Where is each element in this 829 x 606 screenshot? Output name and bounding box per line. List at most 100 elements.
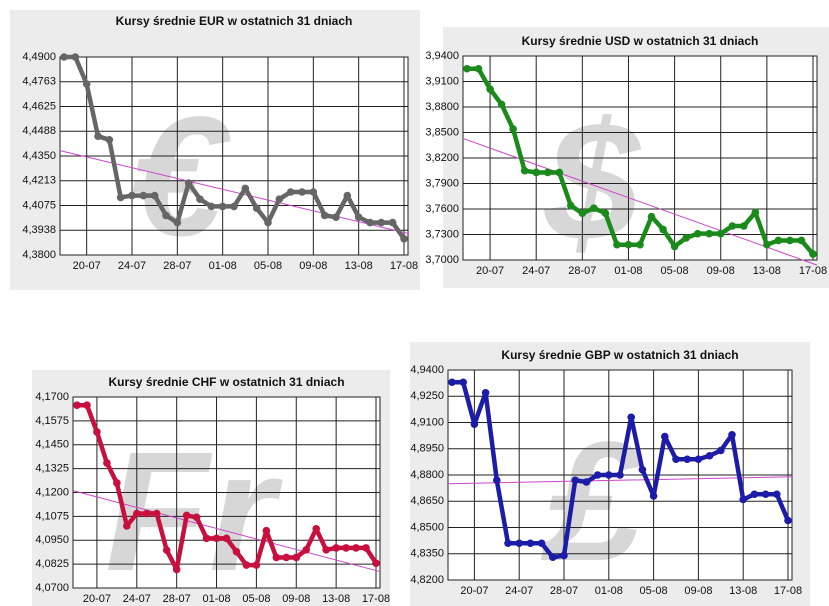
- data-point: [272, 553, 281, 562]
- y-tick-label: 4,9100: [410, 416, 444, 428]
- x-tick-label: 01-08: [614, 265, 642, 277]
- data-point: [809, 250, 817, 258]
- x-tick-label: 13-08: [345, 260, 373, 272]
- x-tick-label: 05-08: [242, 593, 270, 605]
- data-point: [218, 202, 227, 211]
- data-point: [763, 240, 771, 249]
- data-point: [94, 132, 102, 140]
- data-point: [222, 534, 231, 543]
- data-point: [649, 492, 658, 500]
- y-tick-label: 4,4900: [22, 51, 56, 63]
- y-tick-label: 4,3800: [22, 249, 56, 261]
- data-point: [354, 213, 363, 221]
- x-tick-label: 13-08: [729, 585, 757, 597]
- x-tick-label: 20-07: [83, 593, 111, 605]
- x-tick-label: 24-07: [522, 265, 550, 277]
- data-point: [728, 222, 737, 230]
- data-point: [202, 534, 211, 543]
- data-point: [613, 240, 621, 249]
- y-tick-label: 4,1700: [35, 391, 69, 403]
- trend-line: [59, 150, 409, 234]
- chart-panel: £Kursy średnie GBP w ostatnich 31 dniach…: [410, 342, 810, 606]
- y-tick-label: 4,1075: [35, 510, 69, 522]
- data-point: [504, 539, 512, 548]
- data-point: [172, 565, 181, 574]
- watermark: €: [130, 82, 231, 272]
- data-point: [113, 479, 121, 487]
- data-point: [448, 378, 456, 387]
- x-tick-label: 17-08: [774, 585, 802, 597]
- data-point: [774, 236, 783, 245]
- data-point: [173, 218, 182, 227]
- data-point: [332, 544, 340, 552]
- y-tick-label: 4,4075: [22, 199, 56, 211]
- data-point: [192, 513, 201, 522]
- y-tick-label: 4,8350: [410, 548, 444, 560]
- data-point: [196, 195, 204, 203]
- data-point: [162, 211, 170, 220]
- x-tick-label: 24-07: [123, 593, 151, 605]
- data-point: [400, 235, 408, 243]
- y-tick-label: 3,7900: [425, 177, 459, 189]
- x-tick-label: 05-08: [661, 265, 689, 277]
- data-point: [123, 522, 131, 530]
- data-point: [93, 428, 101, 436]
- data-point: [82, 80, 91, 88]
- data-point: [638, 465, 647, 474]
- data-point: [659, 225, 667, 234]
- data-point: [262, 526, 271, 535]
- y-tick-label: 3,7300: [425, 228, 459, 240]
- data-point: [252, 204, 261, 212]
- data-point: [636, 240, 644, 249]
- data-point: [377, 218, 386, 227]
- data-point: [605, 471, 613, 479]
- data-point: [388, 218, 397, 227]
- x-tick-label: 13-08: [753, 265, 781, 277]
- chart-title: Kursy średnie USD w ostatnich 31 dniach: [522, 34, 759, 48]
- data-point: [571, 476, 579, 485]
- data-point: [567, 201, 575, 210]
- x-tick-label: 05-08: [254, 260, 282, 272]
- data-point: [150, 191, 159, 200]
- data-point: [601, 209, 610, 218]
- chart-title: Kursy średnie GBP w ostatnich 31 dniach: [501, 348, 738, 362]
- data-point: [750, 490, 759, 499]
- data-point: [672, 455, 680, 464]
- data-point: [670, 242, 679, 251]
- y-tick-label: 3,8500: [425, 126, 459, 138]
- data-point: [486, 85, 494, 93]
- data-point: [590, 204, 598, 212]
- y-tick-label: 4,4350: [22, 150, 56, 162]
- data-point: [83, 401, 91, 410]
- y-tick-label: 4,8200: [410, 574, 444, 586]
- data-point: [463, 64, 471, 73]
- data-point: [705, 229, 713, 238]
- data-point: [352, 544, 360, 552]
- data-point: [292, 553, 301, 562]
- y-tick-label: 3,8200: [425, 152, 459, 164]
- x-tick-label: 05-08: [640, 585, 668, 597]
- data-point: [515, 539, 523, 548]
- data-point: [105, 136, 114, 144]
- data-point: [322, 546, 330, 554]
- data-point: [298, 188, 306, 196]
- data-point: [549, 553, 557, 562]
- data-point: [497, 100, 506, 109]
- data-point: [797, 236, 806, 245]
- data-point: [343, 191, 352, 200]
- data-point: [282, 553, 291, 562]
- x-tick-label: 13-08: [322, 593, 350, 605]
- y-tick-label: 4,3938: [22, 224, 56, 236]
- data-point: [509, 125, 517, 133]
- chart-panel: $ Kursy średnie USD w ostatnich 31 dniach…: [425, 27, 829, 288]
- data-point: [784, 516, 792, 525]
- data-point: [230, 202, 238, 211]
- data-point: [366, 218, 374, 227]
- data-point: [474, 64, 483, 73]
- data-point: [593, 471, 602, 479]
- data-point: [683, 455, 691, 464]
- plot-border: [447, 369, 793, 581]
- y-tick-label: 3,9400: [425, 50, 459, 62]
- data-point: [312, 524, 321, 533]
- data-point: [739, 495, 747, 504]
